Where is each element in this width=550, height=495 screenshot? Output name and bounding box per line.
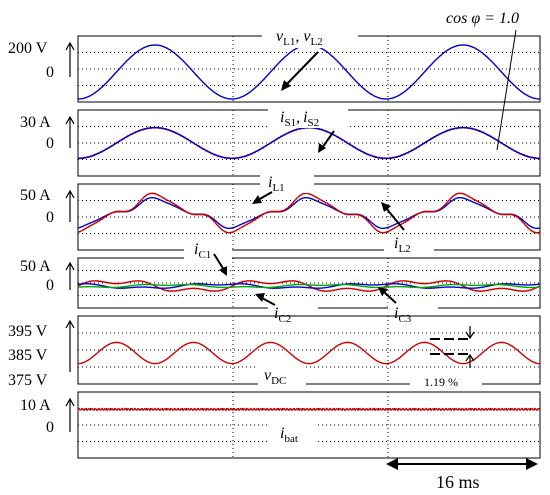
pointer-arrow xyxy=(321,130,335,149)
pointer-arrow xyxy=(257,191,273,201)
y-tick-label: 0 xyxy=(46,277,54,294)
panel-load-current: 50 A 0 iL1 iL2 xyxy=(20,171,541,256)
y-tick-label: 200 V xyxy=(8,40,48,57)
pointer-arrowhead xyxy=(378,287,388,296)
series-line xyxy=(77,279,541,293)
pointer-arrowhead xyxy=(281,80,291,91)
label-background xyxy=(268,104,348,128)
pointer-arrowhead xyxy=(255,293,265,302)
series-label-ibat: ibat xyxy=(280,425,298,445)
label-background xyxy=(268,302,318,322)
series-line xyxy=(77,407,541,412)
label-background xyxy=(440,6,538,30)
series-line xyxy=(77,283,541,289)
y-tick-label: 50 A xyxy=(20,258,51,275)
panel-source-current: 30 A 0 iS1, iS2 xyxy=(20,104,541,177)
panel-grid xyxy=(78,36,540,102)
panel-grid xyxy=(78,184,540,250)
panel-grid xyxy=(78,258,540,308)
series-label-vDC: vDC xyxy=(264,367,286,387)
y-axis-arrow xyxy=(65,397,75,432)
series-label-vL: vL1, vL2 xyxy=(276,28,323,48)
ripple-arrow-up xyxy=(465,353,475,368)
y-axis-arrow xyxy=(65,261,75,290)
series-line xyxy=(77,283,541,289)
series-label-iL1: iL1 xyxy=(268,174,285,194)
pointer-arrow xyxy=(213,253,225,271)
y-axis-arrow xyxy=(65,115,75,148)
time-scale-arrowhead-right xyxy=(526,458,538,470)
y-tick-label: 0 xyxy=(46,209,54,226)
y-tick-label: 0 xyxy=(46,419,54,436)
y-axis-arrow xyxy=(65,189,75,222)
ripple-arrow-down xyxy=(465,326,475,340)
y-axis-arrow xyxy=(65,41,75,77)
y-tick-label: 385 V xyxy=(8,347,48,364)
label-background xyxy=(262,24,358,48)
label-background xyxy=(388,302,438,322)
power-factor-pointer xyxy=(496,29,517,151)
label-background xyxy=(260,171,314,193)
pointer-arrow xyxy=(383,291,397,304)
series-label-iS: iS1, iS2 xyxy=(280,109,319,129)
y-tick-label: 30 A xyxy=(20,114,51,131)
series-label-iL2: iL2 xyxy=(394,235,411,255)
time-scale-arrowhead-left xyxy=(386,458,398,470)
pointer-arrow xyxy=(261,297,276,306)
y-tick-label: 395 V xyxy=(8,323,48,340)
label-background xyxy=(410,372,482,392)
power-factor-label: cos φ = 1.0 xyxy=(446,10,519,27)
label-background xyxy=(268,422,318,442)
pointer-arrow xyxy=(284,51,319,87)
panel-battery-current: 10 A 0 ibat xyxy=(20,391,541,459)
time-scale: 16 ms xyxy=(386,458,538,492)
panel-dc-voltage: 395 V 385 V 375 V vDC 1.19 % xyxy=(8,315,541,392)
y-axis-arrow xyxy=(65,319,75,372)
y-tick-label: 0 xyxy=(46,135,54,152)
series-line xyxy=(77,192,541,234)
pointer-arrowhead xyxy=(318,143,326,153)
label-background xyxy=(384,234,434,256)
y-tick-label: 375 V xyxy=(8,372,48,389)
panel-capacitor-current: 50 A 0 iC1 iC2 iC3 xyxy=(20,239,541,325)
panel-grid xyxy=(78,316,540,384)
y-tick-label: 10 A xyxy=(20,397,51,414)
pointer-arrowhead xyxy=(381,202,391,212)
ripple-percent-label: 1.19 % xyxy=(424,375,458,389)
pointer-arrowhead xyxy=(219,266,227,276)
label-background xyxy=(258,366,306,386)
y-tick-label: 0 xyxy=(46,64,54,81)
panel-voltage: 200 V 0 vL1, vL2 cos φ = 1.0 xyxy=(8,6,541,151)
pointer-arrowhead xyxy=(252,195,262,204)
series-line xyxy=(77,196,541,230)
series-line xyxy=(77,341,541,365)
label-background xyxy=(184,239,232,259)
series-label-iC1: iC1 xyxy=(194,241,211,261)
time-scale-label: 16 ms xyxy=(436,472,480,492)
series-line xyxy=(77,44,541,100)
y-tick-label: 50 A xyxy=(20,187,51,204)
pointer-arrow xyxy=(385,207,405,231)
